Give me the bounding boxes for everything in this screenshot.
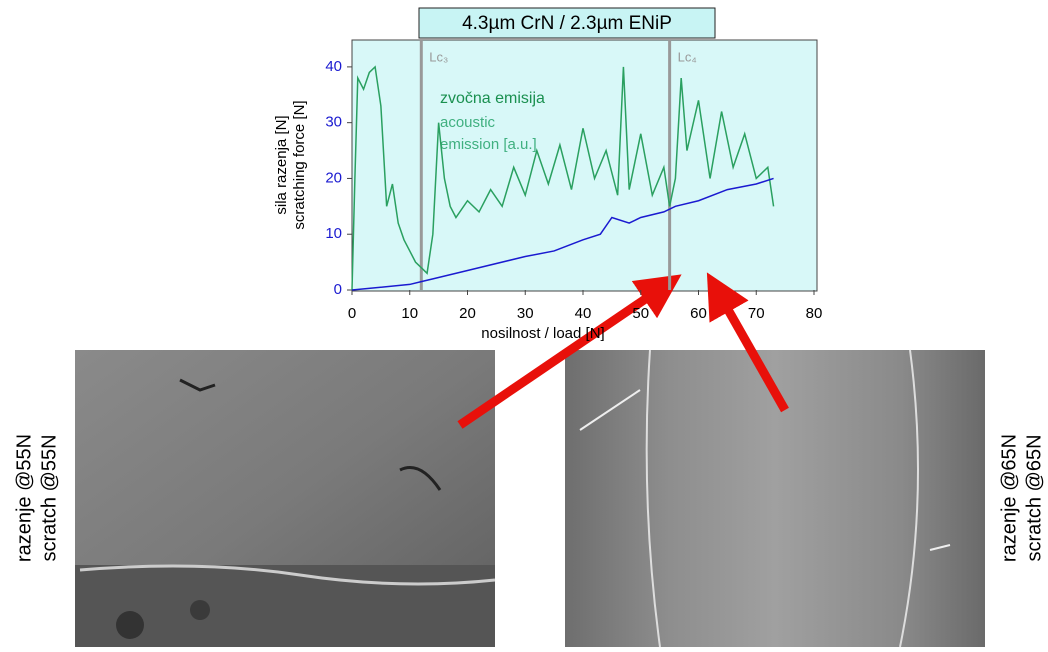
x-tick-label: 20 <box>459 305 476 322</box>
y-axis-label: scratching force [N] <box>291 100 308 229</box>
x-axis-label: nosilnost / load [N] <box>481 325 604 342</box>
y-axis-label: sila razenja [N] <box>273 115 290 214</box>
arrow <box>457 274 682 429</box>
image-label: scratch @65N <box>1023 434 1045 561</box>
y-tick-label: 10 <box>325 225 342 242</box>
critical-load-label: Lc₃ <box>429 49 448 64</box>
image-label: razenje @65N <box>998 434 1020 562</box>
y-tick-label: 40 <box>325 58 342 75</box>
x-tick-label: 70 <box>748 305 765 322</box>
x-tick-label: 50 <box>632 305 649 322</box>
annotation: zvočna emisija <box>440 90 545 107</box>
y-tick-label: 20 <box>325 169 342 186</box>
x-tick-label: 30 <box>517 305 534 322</box>
y-tick-label: 30 <box>325 114 342 131</box>
image-label: scratch @55N <box>38 434 60 561</box>
image-label: razenje @55N <box>13 434 35 562</box>
critical-load-label: Lc₄ <box>678 49 697 64</box>
x-tick-label: 60 <box>690 305 707 322</box>
data-line <box>351 65 775 291</box>
arrow <box>706 272 789 413</box>
plot-area <box>351 39 818 292</box>
x-tick-label: 0 <box>348 305 356 322</box>
data-line <box>351 177 774 291</box>
x-tick-label: 10 <box>401 305 418 322</box>
x-tick-label: 80 <box>806 305 823 322</box>
sem-left <box>75 350 496 647</box>
annotation: acoustic <box>440 114 496 131</box>
chart-title: 4.3µm CrN / 2.3µm ENiP <box>462 13 672 34</box>
y-tick-label: 0 <box>334 281 342 298</box>
title-box <box>418 7 716 39</box>
annotation: emission [a.u.] <box>440 136 537 153</box>
x-tick-label: 40 <box>575 305 592 322</box>
